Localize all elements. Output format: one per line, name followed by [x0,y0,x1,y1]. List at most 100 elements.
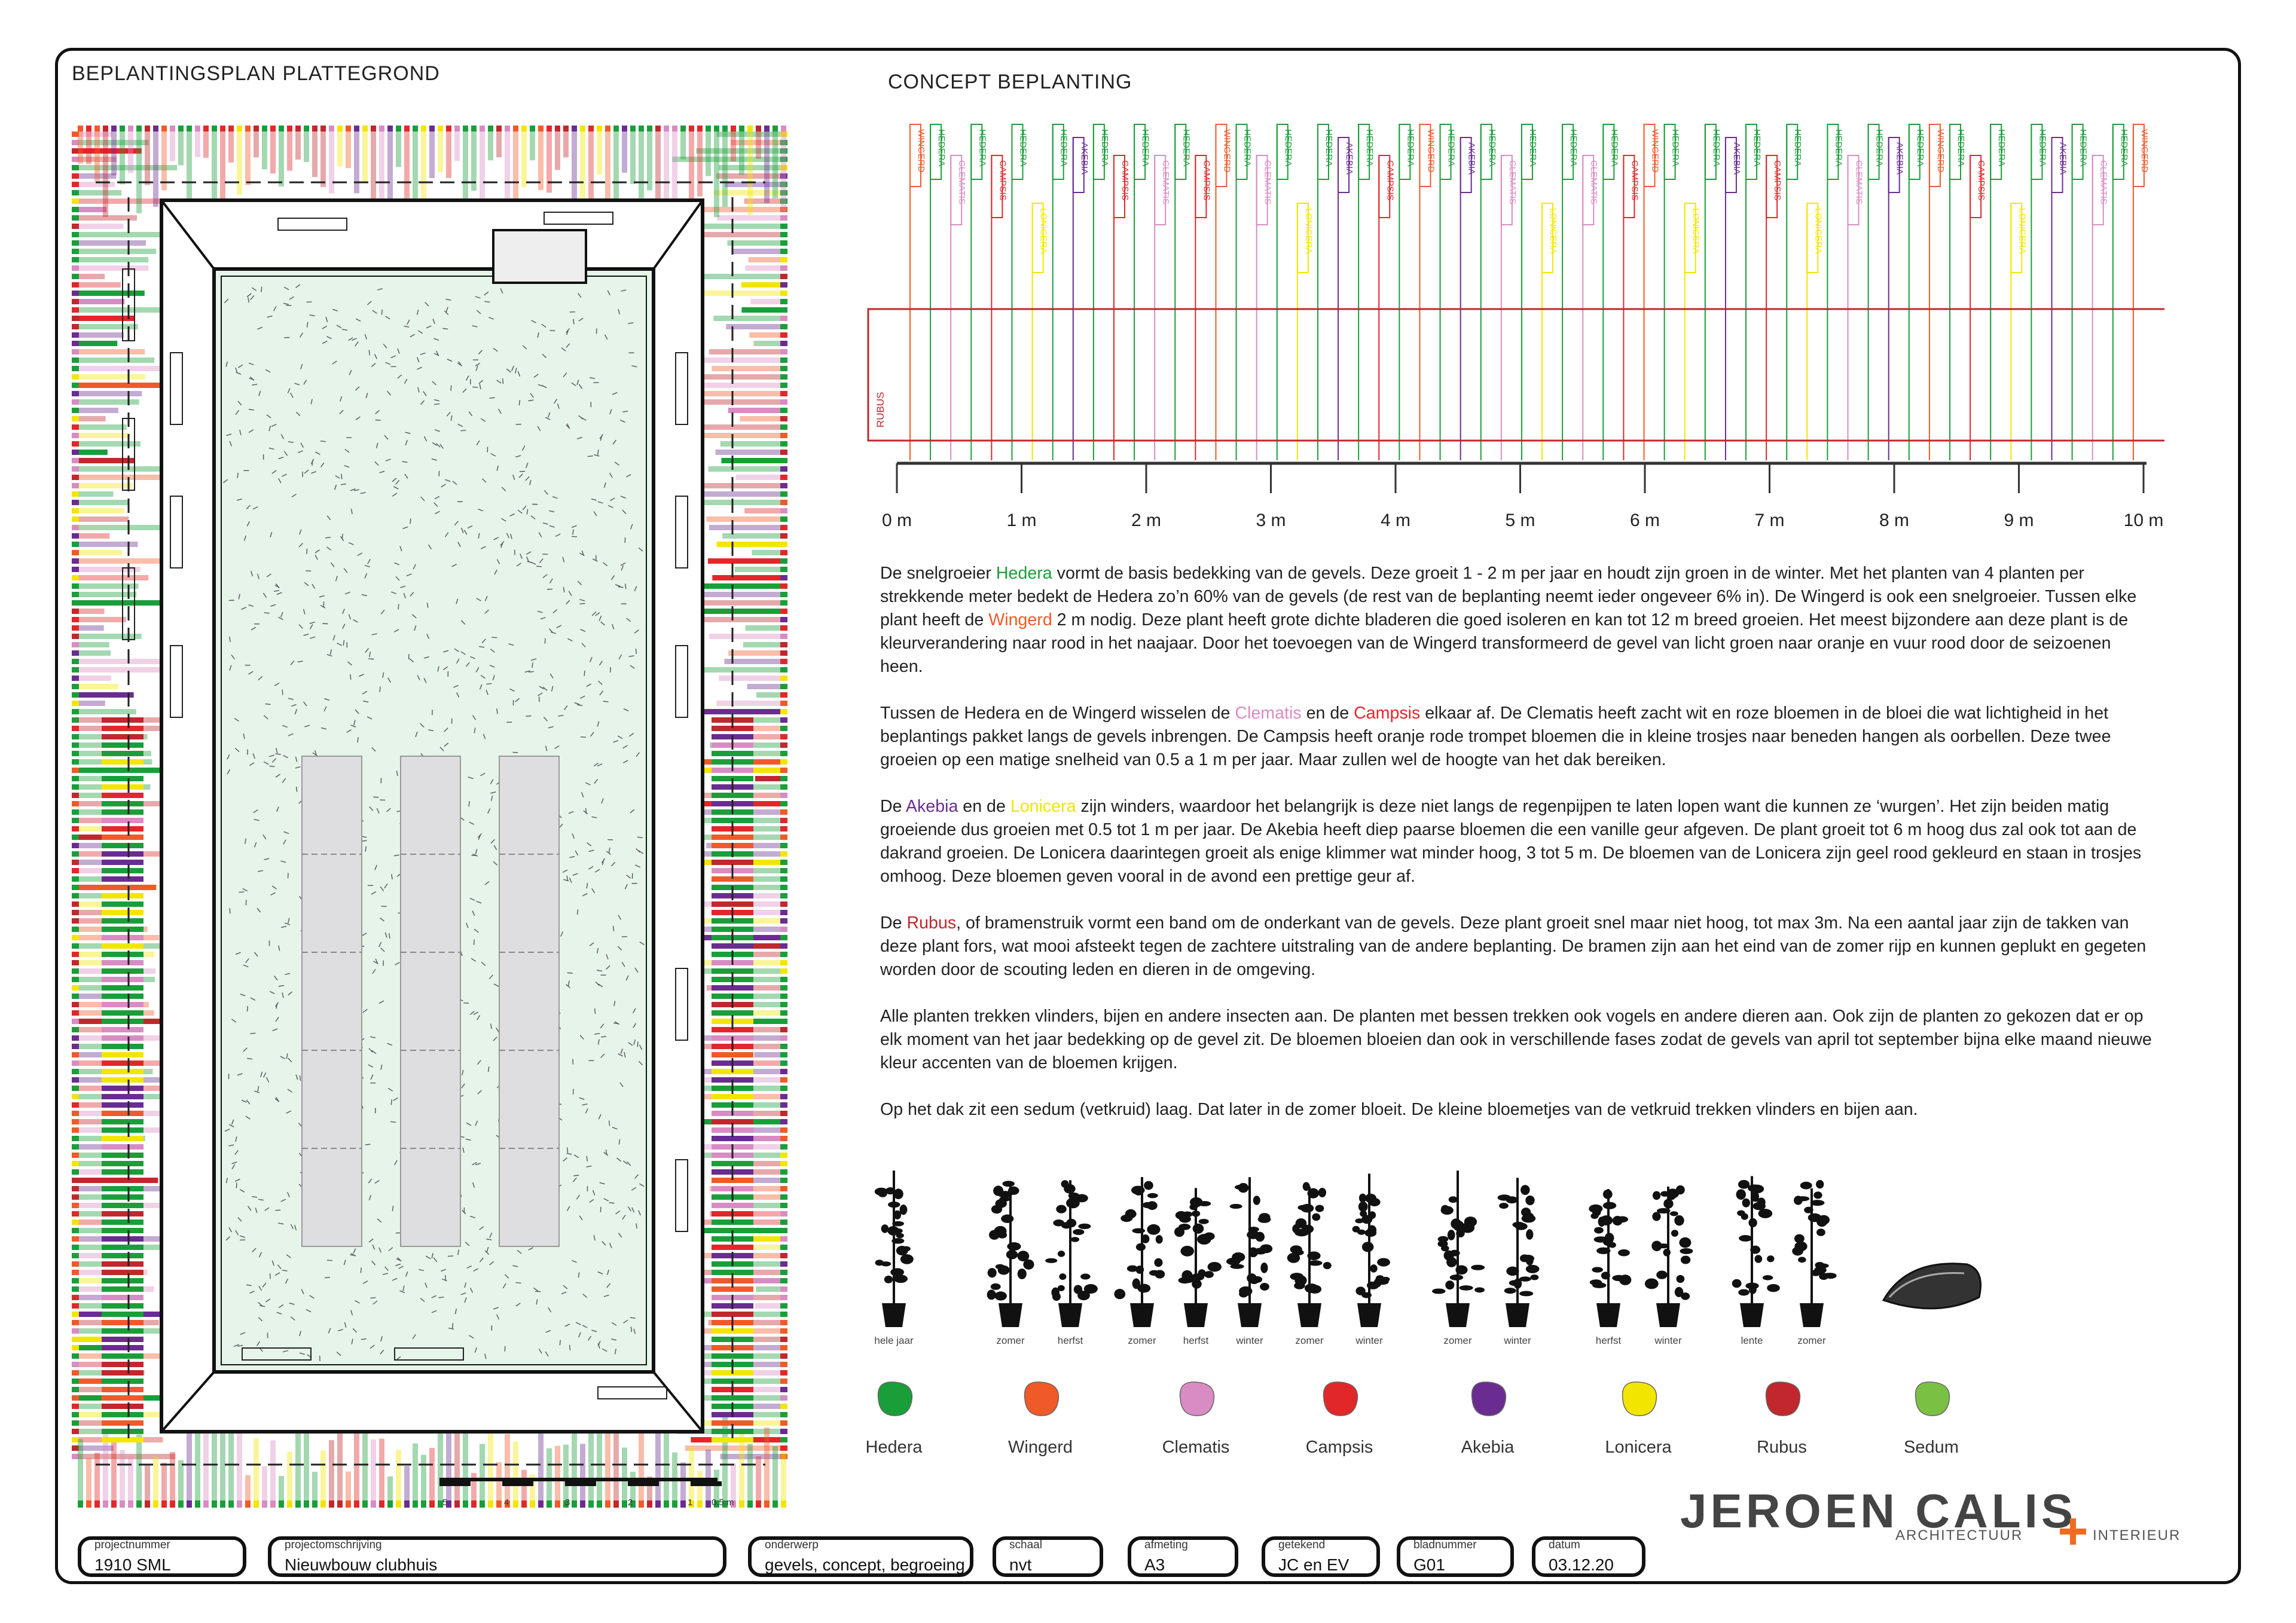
climber-label-box [1847,155,1860,225]
plant-strip [161,1500,167,1508]
sedum-hatch [404,325,410,328]
climber-label: CAMPSIS [1385,160,1395,201]
plant-strip [102,784,144,790]
sedum-hatch [604,482,606,488]
sedum-hatch [290,1316,295,1321]
plant-strip [697,1500,703,1508]
sedum-hatch [600,435,603,441]
sedum-hatch [371,747,376,752]
sedum-hatch [344,591,350,595]
plant-strip [722,1412,728,1500]
plant-name: Lonicera [1605,1438,1672,1457]
plant-strip [697,132,703,197]
plant-strip [780,1136,787,1141]
plant-strip [102,1270,144,1275]
paragraph-rubus: De Rubus, of bramenstruik vormt een band… [880,913,2147,979]
sedum-hatch [290,660,295,665]
titleblock-bladnummer: bladnummer G01 [1397,1536,1514,1577]
plant-strip [102,1194,144,1200]
leaf-icon [1192,1279,1202,1289]
sedum-hatch [355,386,360,391]
plant-strip [613,1418,619,1500]
sedum-hatch [621,289,627,292]
plant-strip [102,1395,144,1401]
color-swatch [1915,1381,1950,1416]
climber-label: WINGERD [1425,129,1436,173]
sedum-hatch [325,537,331,539]
window-mark [170,645,183,718]
sedum-hatch [548,1307,552,1313]
plant-strip [738,977,780,982]
sedum-hatch [518,473,523,478]
sedum-hatch [581,792,584,798]
leaf-icon [1800,1181,1812,1190]
sedum-hatch [444,532,449,537]
leaf-icon [1287,1252,1300,1263]
sedum-hatch [608,1120,610,1126]
plant-strip [780,684,787,689]
window-mark [675,968,688,1041]
plant-strip [102,1320,144,1325]
plant-strip [605,126,610,132]
leaf-icon [1056,1205,1067,1214]
sedum-hatch [612,439,616,445]
plant-strip [685,1445,780,1451]
leaf-icon [1234,1184,1249,1190]
plant-strip [79,642,109,647]
sedum-hatch [315,554,318,560]
plant-strip [312,126,317,132]
plant-strip [429,1500,435,1508]
sedum-hatch [432,381,436,386]
plant-strip [454,1408,460,1500]
sedum-hatch [543,717,548,722]
sedum-hatch [276,1312,282,1315]
sedum-hatch [597,1343,600,1349]
highlight-akebia: Akebia [905,797,958,816]
plant-strip [563,1500,569,1508]
plant-strip [220,132,225,216]
rubus-band [867,308,2164,442]
leaf-icon [1732,1279,1742,1288]
plant-strip [781,1451,786,1500]
sedum-hatch [595,869,600,873]
plant-strip [79,684,119,689]
sedum-hatch [352,1328,357,1333]
axis-tick-label: 6 m [1630,511,1660,530]
plant-strip [731,126,736,132]
plant-strip [780,1119,787,1124]
season-label: zomer [1797,1335,1826,1346]
sedum-hatch [490,779,494,784]
leaf-icon [1742,1198,1750,1208]
leaf-icon [1126,1265,1138,1272]
plant-strip [780,1337,787,1342]
sedum-hatch [567,638,573,641]
leaf-icon [1676,1274,1685,1283]
plant-strip [780,1178,787,1183]
plant-strip [513,1500,518,1508]
sedum-hatch [330,562,335,567]
plant-strip [102,768,144,773]
plant-sedum: Sedum [1882,1263,1981,1457]
plant-strip [647,1476,652,1500]
leaf-icon [1432,1288,1446,1294]
sedum-hatch [579,1215,583,1221]
leaf-icon [1078,1223,1091,1230]
sedum-hatch [591,498,597,501]
plant-strip [79,1303,115,1309]
plant-strip [102,960,144,965]
sedum-hatch [591,816,597,818]
sedum-hatch [353,1248,356,1254]
plant-strip [79,265,149,271]
plant-strip [712,901,753,907]
sedum-hatch [227,754,230,760]
leaf-icon [1795,1196,1810,1202]
plant-strip [72,1353,79,1359]
plant-strip [513,126,518,132]
plant-strip [78,126,83,132]
sedum-hatch [297,661,303,663]
sedum-hatch [618,915,622,920]
sedum-hatch [486,1246,489,1252]
plant-strip [780,1312,787,1317]
leaf-icon [1135,1266,1144,1274]
plant-strip [72,399,79,405]
